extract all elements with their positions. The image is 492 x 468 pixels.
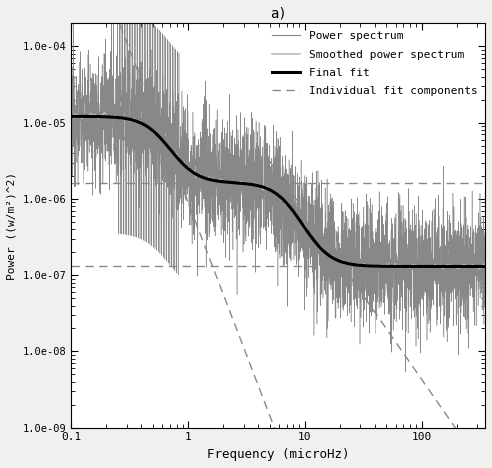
Final fit	[242, 181, 248, 186]
Final fit	[469, 263, 475, 269]
Title: a): a)	[270, 7, 286, 21]
Final fit	[369, 263, 375, 269]
Power spectrum	[109, 0, 115, 3]
Final fit	[68, 114, 74, 119]
Smoothed power spectrum	[476, 266, 482, 271]
Smoothed power spectrum	[369, 263, 375, 268]
Power spectrum	[449, 267, 455, 273]
Smoothed power spectrum	[469, 262, 475, 267]
Line: Smoothed power spectrum: Smoothed power spectrum	[71, 113, 485, 269]
Y-axis label: Power ((w/m²)^2): Power ((w/m²)^2)	[7, 172, 17, 279]
X-axis label: Frequency (microHz): Frequency (microHz)	[207, 448, 349, 461]
Smoothed power spectrum	[449, 263, 455, 268]
Smoothed power spectrum	[265, 184, 271, 190]
Power spectrum	[68, 120, 74, 125]
Smoothed power spectrum	[482, 262, 488, 267]
Smoothed power spectrum	[246, 181, 251, 186]
Final fit	[449, 263, 455, 269]
Smoothed power spectrum	[242, 181, 248, 187]
Power spectrum	[482, 237, 488, 243]
Power spectrum	[403, 369, 409, 375]
Power spectrum	[265, 190, 271, 196]
Line: Final fit: Final fit	[71, 117, 485, 266]
Power spectrum	[369, 246, 375, 251]
Final fit	[265, 186, 271, 192]
Power spectrum	[246, 154, 251, 160]
Final fit	[246, 181, 251, 187]
Smoothed power spectrum	[101, 110, 107, 116]
Legend: Power spectrum, Smoothed power spectrum, Final fit, Individual fit components: Power spectrum, Smoothed power spectrum,…	[268, 27, 482, 101]
Line: Power spectrum: Power spectrum	[71, 0, 485, 372]
Final fit	[482, 263, 488, 269]
Smoothed power spectrum	[68, 112, 74, 118]
Power spectrum	[469, 260, 475, 265]
Power spectrum	[242, 191, 248, 197]
